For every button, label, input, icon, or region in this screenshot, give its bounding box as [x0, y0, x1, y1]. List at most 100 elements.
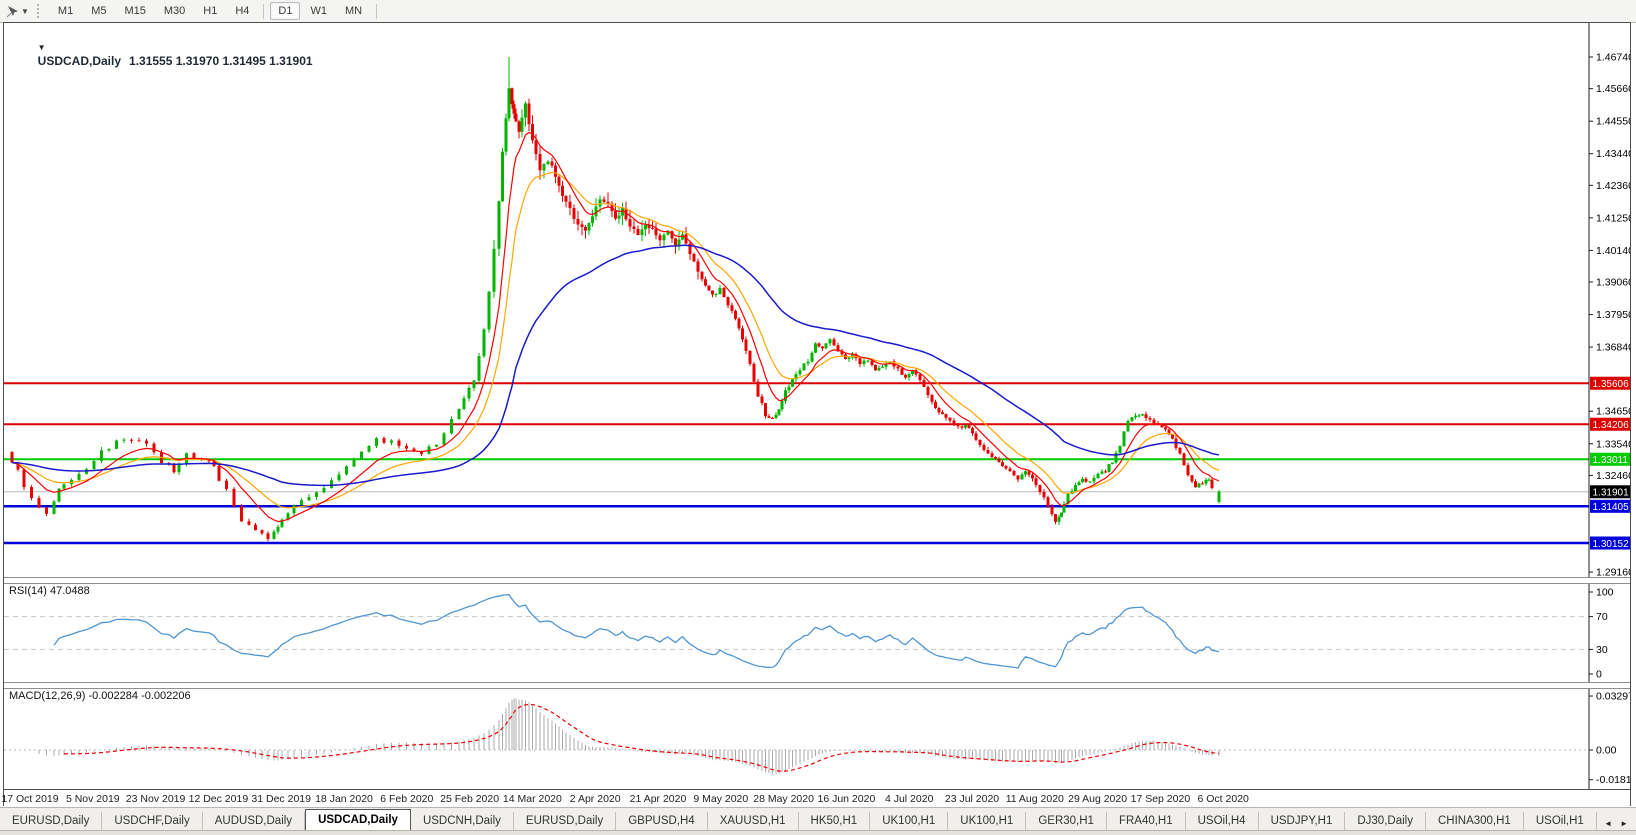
- chart-symbol: USDCAD,Daily: [37, 54, 122, 68]
- svg-text:1.43440: 1.43440: [1596, 148, 1630, 160]
- chart-tab-usdcnh-daily[interactable]: USDCNH,Daily: [411, 812, 514, 831]
- tab-scroll-buttons: ◄ ►: [1600, 816, 1636, 831]
- caret-down-icon[interactable]: ▼: [21, 6, 29, 16]
- chart-tab-usoil-h4[interactable]: USOil,H4: [1186, 812, 1259, 831]
- bottom-strip: [0, 830, 1636, 835]
- date-tick: 25 Feb 2020: [440, 793, 500, 805]
- svg-text:1.44550: 1.44550: [1596, 116, 1630, 128]
- chart-tab-uk100-h1[interactable]: UK100,H1: [948, 812, 1027, 831]
- svg-text:1.33540: 1.33540: [1596, 438, 1630, 450]
- chart-tab-eurusd-daily[interactable]: EURUSD,Daily: [0, 812, 103, 831]
- svg-text:1.33011: 1.33011: [1593, 455, 1629, 466]
- svg-text:1.37950: 1.37950: [1596, 309, 1630, 321]
- timeframe-button-h4[interactable]: H4: [235, 5, 250, 17]
- date-tick: 2 Apr 2020: [569, 793, 621, 805]
- timeframe-button-h1[interactable]: H1: [203, 5, 218, 17]
- chart-tab-hk50-h1[interactable]: HK50,H1: [799, 812, 871, 831]
- date-tick: 17 Sep 2020: [1130, 793, 1191, 805]
- date-tick: 9 May 2020: [693, 793, 749, 805]
- chart-tab-ger30-h1[interactable]: GER30,H1: [1026, 812, 1107, 831]
- rsi-label: RSI(14) 47.0488: [9, 585, 90, 597]
- svg-text:1.34206: 1.34206: [1593, 420, 1630, 431]
- chart-tab-usdjpy-h1[interactable]: USDJPY,H1: [1259, 812, 1346, 831]
- svg-text:1.34650: 1.34650: [1596, 406, 1630, 418]
- timeframe-button-m30[interactable]: M30: [163, 5, 186, 17]
- svg-text:0.00: 0.00: [1596, 745, 1617, 757]
- chart-title: ▼ USDCAD,Daily 1.31555 1.31970 1.31495 1.…: [11, 26, 313, 82]
- date-tick: 12 Dec 2019: [188, 793, 249, 805]
- chart-tab-usdchf-daily[interactable]: USDCHF,Daily: [102, 812, 203, 831]
- date-tick: 11 Aug 2020: [1005, 793, 1064, 805]
- timeframe-button-m1[interactable]: M1: [57, 5, 74, 17]
- date-tick: 29 Aug 2020: [1068, 793, 1128, 805]
- timeframe-button-m15[interactable]: M15: [124, 5, 146, 17]
- date-tick: 31 Dec 2019: [251, 793, 311, 805]
- date-tick: 17 Oct 2019: [1, 793, 59, 805]
- panel-splitter-macd[interactable]: [4, 682, 1630, 689]
- svg-text:1.42360: 1.42360: [1596, 180, 1630, 192]
- chart-tab-dj30-daily[interactable]: DJ30,Daily: [1345, 812, 1426, 831]
- symbol-collapse-icon[interactable]: ▼: [37, 43, 46, 52]
- chart-tab-fra40-h1[interactable]: FRA40,H1: [1107, 812, 1186, 831]
- svg-text:70: 70: [1596, 611, 1608, 623]
- svg-text:1.35606: 1.35606: [1593, 379, 1630, 390]
- timeframe-button-w1[interactable]: W1: [310, 5, 327, 17]
- chart-ohlc-values: 1.31555 1.31970 1.31495 1.31901: [129, 54, 313, 68]
- date-tick: 28 May 2020: [753, 793, 814, 805]
- timeframe-button-mn[interactable]: MN: [344, 5, 363, 17]
- rsi-panel[interactable]: 100 70 30 0 RSI(14) 47.0488: [4, 584, 1630, 682]
- price-panel[interactable]: 1.46740 1.45660 1.44550 1.43440 1.42360 1.412…: [4, 23, 1630, 577]
- svg-text:100: 100: [1596, 587, 1614, 599]
- svg-text:1.46740: 1.46740: [1596, 52, 1630, 64]
- date-tick: 5 Nov 2019: [65, 793, 120, 805]
- svg-text:30: 30: [1596, 644, 1608, 656]
- chart-tab-uk100-h1[interactable]: UK100,H1: [870, 812, 949, 831]
- chart-tab-usdcad-daily[interactable]: USDCAD,Daily: [305, 809, 411, 831]
- toolbar-separator: [376, 3, 378, 19]
- svg-text:1.30152: 1.30152: [1593, 539, 1630, 550]
- date-tick: 21 Apr 2020: [629, 793, 687, 805]
- date-tick: 23 Jul 2020: [944, 793, 1000, 805]
- price-chart-canvas[interactable]: 1.46740 1.45660 1.44550 1.43440 1.42360 1.412…: [4, 23, 1630, 577]
- chart-tab-bar: EURUSD,Daily USDCHF,Daily AUDUSD,Daily USDC…: [0, 807, 1636, 831]
- macd-panel[interactable]: 0.032972 0.00 -0.01815 MACD(12,26,9) -0.00…: [4, 689, 1630, 789]
- svg-text:1.29160: 1.29160: [1596, 567, 1630, 577]
- time-axis[interactable]: 17 Oct 2019 5 Nov 2019 23 Nov 2019 12 Dec 2…: [1, 789, 1630, 810]
- svg-text:1.41250: 1.41250: [1596, 212, 1630, 224]
- date-tick: 6 Feb 2020: [380, 793, 434, 805]
- svg-text:1.45660: 1.45660: [1596, 83, 1630, 95]
- timeframe-buttons: M1 M5 M15 M30 H1 H4 D1 W1 MN: [49, 2, 382, 20]
- svg-text:1.31405: 1.31405: [1593, 502, 1630, 513]
- date-tick: 16 Jun 2020: [817, 793, 876, 805]
- macd-label: MACD(12,26,9) -0.002284 -0.002206: [9, 690, 191, 702]
- rsi-canvas[interactable]: 100 70 30 0: [4, 584, 1630, 682]
- toolbar-grip[interactable]: [36, 4, 44, 18]
- svg-text:1.39060: 1.39060: [1596, 277, 1630, 289]
- toolbar: ▼ M1 M5 M15 M30 H1 H4 D1 W1 MN: [0, 0, 1636, 23]
- macd-canvas[interactable]: 0.032972 0.00 -0.01815: [4, 689, 1630, 789]
- chart-pointer-icon[interactable]: [4, 3, 20, 19]
- chart-window: 1.46740 1.45660 1.44550 1.43440 1.42360 1.412…: [1, 22, 1631, 810]
- date-tick: 23 Nov 2019: [125, 793, 186, 805]
- chart-tab-china300-h1[interactable]: CHINA300,H1: [1426, 812, 1524, 831]
- tab-scroll-right-icon[interactable]: ►: [1620, 819, 1628, 828]
- date-tick: 6 Oct 2020: [1197, 793, 1249, 805]
- date-tick: 18 Jan 2020: [315, 793, 373, 805]
- svg-text:1.32460: 1.32460: [1596, 470, 1630, 482]
- timeframe-button-m5[interactable]: M5: [91, 5, 107, 17]
- timeframe-button-d1[interactable]: D1: [270, 2, 301, 20]
- chart-tab-gbpusd-h4[interactable]: GBPUSD,H4: [616, 812, 708, 831]
- chart-tab-usoil-h1[interactable]: USOil,H1: [1524, 812, 1597, 831]
- svg-text:1.31901: 1.31901: [1593, 488, 1630, 499]
- svg-text:0: 0: [1596, 669, 1602, 681]
- panel-splitter-rsi[interactable]: [4, 577, 1630, 584]
- date-tick: 4 Jul 2020: [884, 793, 934, 805]
- chart-tab-eurusd-daily[interactable]: EURUSD,Daily: [514, 812, 617, 831]
- chart-tab-xauusd-h1[interactable]: XAUUSD,H1: [708, 812, 799, 831]
- svg-text:0.032972: 0.032972: [1596, 691, 1630, 703]
- svg-text:1.36840: 1.36840: [1596, 342, 1630, 354]
- svg-text:1.40140: 1.40140: [1596, 245, 1630, 257]
- chart-tab-audusd-daily[interactable]: AUDUSD,Daily: [203, 812, 306, 831]
- tab-scroll-left-icon[interactable]: ◄: [1604, 819, 1613, 828]
